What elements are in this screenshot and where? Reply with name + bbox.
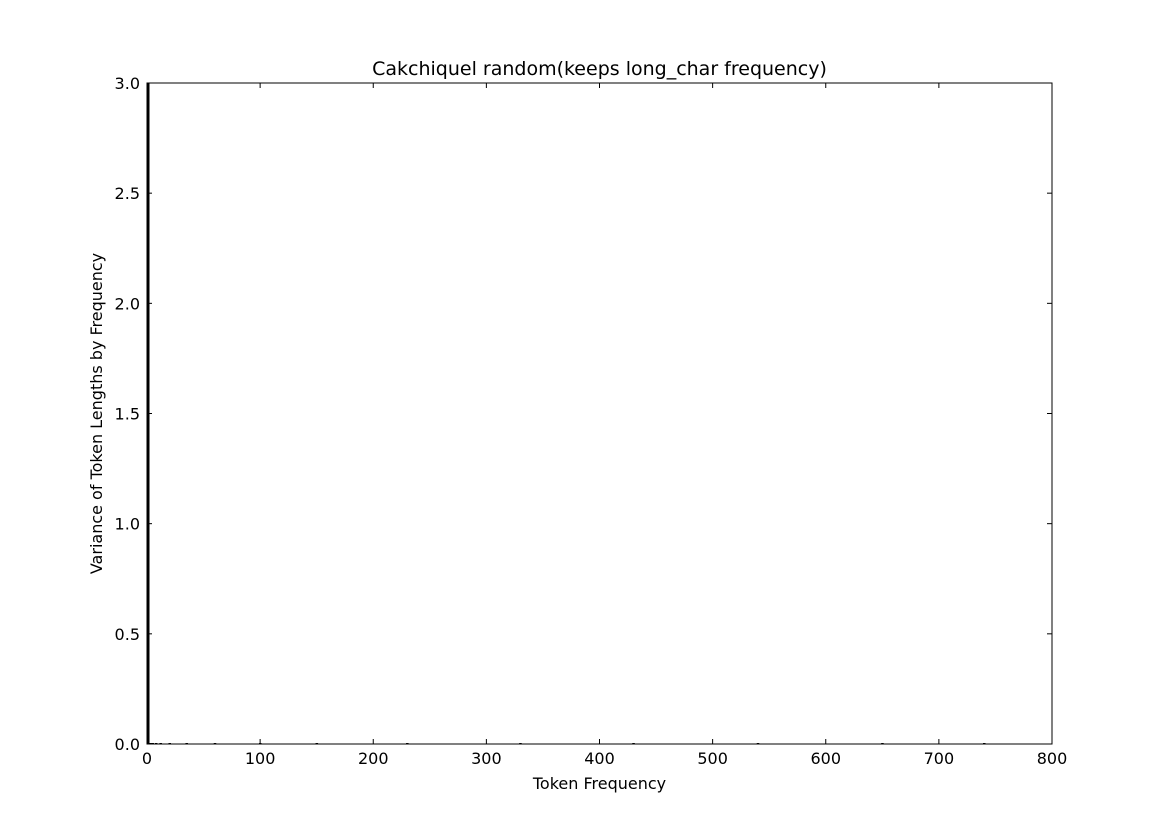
chart-title: Cakchiquel random(keeps long_char freque… [372,58,827,80]
y-tick-label: 2.0 [115,294,140,313]
x-tick-label: 0 [142,749,152,768]
x-tick-label: 400 [584,749,615,768]
y-tick-label: 0.0 [115,735,140,754]
y-tick-label: 1.0 [115,515,140,534]
x-tick-label: 200 [358,749,389,768]
bar-series [147,83,986,744]
y-tick-label: 2.5 [115,184,140,203]
x-axis-ticks: 0 100 200 300 400 500 600 700 800 [142,83,1067,768]
plot-frame [146,82,1053,745]
x-tick-label: 500 [697,749,728,768]
x-tick-label: 600 [810,749,841,768]
y-tick-label: 3.0 [115,74,140,93]
y-axis-ticks: 0.0 0.5 1.0 1.5 2.0 2.5 3.0 [115,74,1052,754]
y-tick-label: 0.5 [115,625,140,644]
x-tick-label: 300 [471,749,502,768]
y-axis-label: Variance of Token Lengths by Frequency [87,253,106,574]
x-tick-label: 700 [924,749,955,768]
y-tick-label: 1.5 [115,405,140,424]
x-axis-label: Token Frequency [532,774,666,793]
x-tick-label: 100 [245,749,276,768]
x-tick-label: 800 [1037,749,1068,768]
